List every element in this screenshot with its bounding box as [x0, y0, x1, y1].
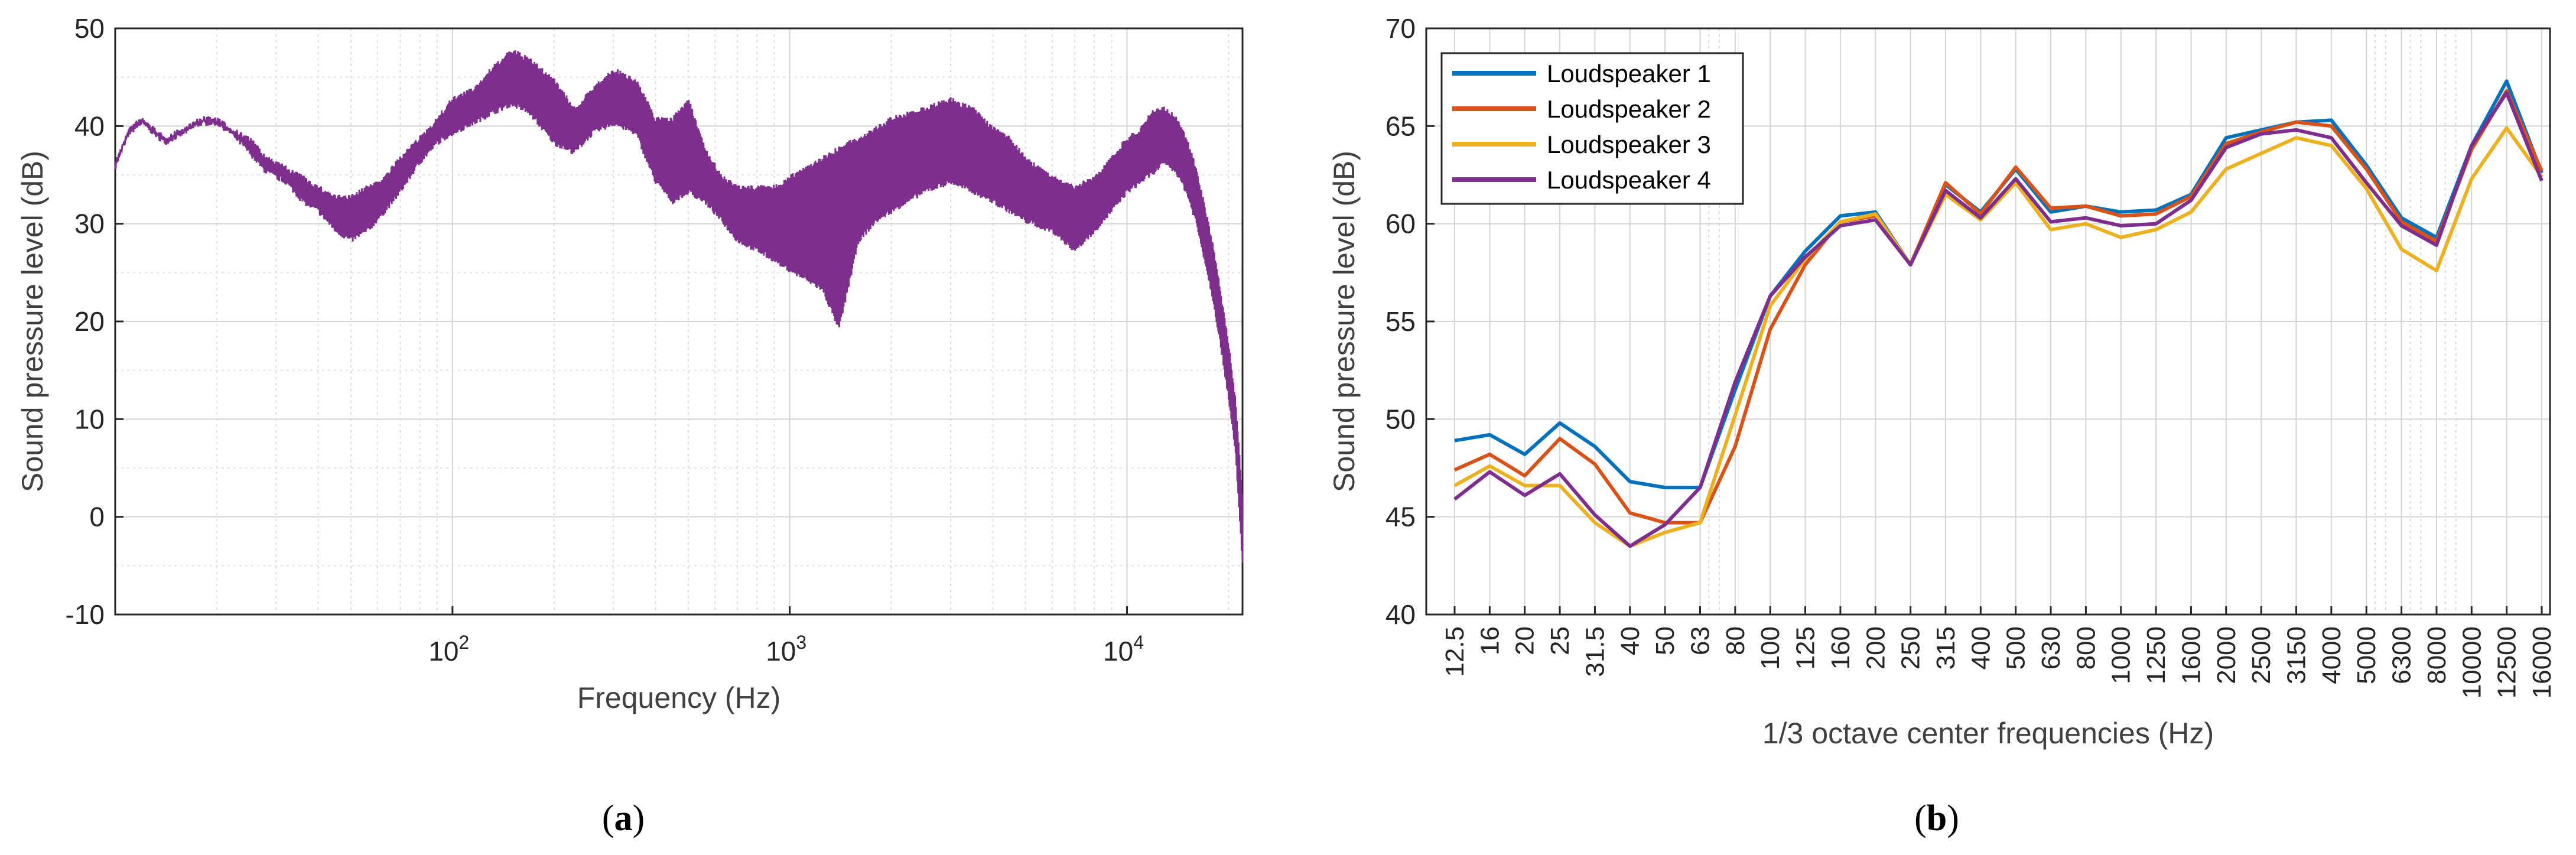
x-tick-label: 2000: [2212, 626, 2241, 684]
x-tick-label: 31.5: [1580, 626, 1609, 677]
chart-b-x-axis-label: 1/3 octave center frequencies (Hz): [1762, 717, 2214, 750]
x-tick-label: 1600: [2177, 626, 2206, 684]
legend-label-1: Loudspeaker 1: [1547, 60, 1711, 87]
x-tick-label: 40: [1616, 626, 1645, 655]
y-tick-label: 60: [1385, 209, 1416, 239]
x-tick-label: 1000: [2107, 626, 2136, 684]
y-tick-label: 20: [74, 306, 105, 337]
y-tick-label: 50: [1385, 404, 1416, 434]
x-tick-label: 25: [1546, 626, 1575, 655]
x-tick-label: 50: [1651, 626, 1680, 655]
x-tick-label: 1250: [2142, 626, 2171, 684]
x-tick-label: 63: [1686, 626, 1715, 655]
legend-label-3: Loudspeaker 3: [1547, 131, 1711, 158]
x-tick-label: 125: [1791, 626, 1820, 669]
y-tick-label: 40: [1385, 599, 1416, 630]
y-tick-label: -10: [66, 599, 105, 630]
x-tick-label: 16000: [2528, 626, 2557, 698]
x-tick-label: 200: [1861, 626, 1890, 669]
chart-a-x-axis-label: Frequency (Hz): [577, 681, 781, 714]
x-tick-label: 3150: [2282, 626, 2311, 684]
x-tick-label: 400: [1966, 626, 1995, 669]
x-tick-label: 2500: [2247, 626, 2276, 684]
chart-b-legend: Loudspeaker 1 Loudspeaker 2 Loudspeaker 3 L…: [1440, 52, 1744, 205]
x-tick-label: 80: [1721, 626, 1750, 655]
x-tick-label: 100: [1756, 626, 1785, 669]
chart-a-y-ticks: -10 0 10 20 30 40 50: [66, 13, 123, 630]
y-tick-label: 0: [89, 502, 105, 532]
chart-b-panel-label: (b): [1914, 798, 1959, 838]
x-tick-label: 12500: [2493, 626, 2522, 698]
x-tick-label: 630: [2037, 626, 2066, 669]
y-tick-label: 70: [1385, 13, 1416, 44]
x-tick-label: 12.5: [1440, 626, 1469, 677]
chart-a-y-axis-label: Sound pressure level (dB): [16, 151, 49, 492]
series-line-2: [1453, 89, 2544, 525]
x-tick-label: 8000: [2422, 626, 2451, 684]
x-tick-label: 4000: [2317, 626, 2346, 684]
x-tick-label: 800: [2071, 626, 2100, 669]
y-tick-label: 40: [74, 110, 105, 141]
y-tick-label: 45: [1385, 502, 1416, 532]
series-line-4: [1453, 91, 2544, 548]
x-tick-label: 315: [1931, 626, 1960, 669]
y-tick-label: 10: [74, 404, 105, 434]
chart-b-x-ticks: 12.5 16 20 25 31.5 40 50 63 80 100 125 160 200 250 315…: [1440, 606, 2557, 698]
legend-label-4: Loudspeaker 4: [1547, 166, 1711, 194]
x-tick-label: 5000: [2352, 626, 2381, 684]
x-tick-label: 250: [1897, 626, 1926, 669]
x-tick-label: 500: [2002, 626, 2031, 669]
legend-label-2: Loudspeaker 2: [1547, 95, 1711, 123]
x-tick-label: 104: [1103, 632, 1144, 667]
x-tick-label: 6300: [2388, 626, 2416, 684]
chart-a-panel-label: (a): [602, 798, 645, 838]
x-tick-label: 160: [1826, 626, 1855, 669]
x-tick-label: 16: [1475, 626, 1504, 655]
y-tick-label: 30: [74, 209, 105, 239]
y-tick-label: 65: [1385, 110, 1416, 141]
chart-b-y-ticks: 40 45 50 55 60 65 70: [1385, 13, 1435, 630]
x-tick-label: 10000: [2457, 626, 2486, 698]
chart-b-series: [1453, 79, 2544, 548]
chart-b-y-axis-label: Sound pressure level (dB): [1328, 151, 1361, 492]
chart-a-x-ticks: 102 103 104: [428, 606, 1144, 667]
chart-a-response-band: [114, 50, 1244, 563]
x-tick-label: 20: [1511, 626, 1540, 655]
y-tick-label: 55: [1385, 306, 1416, 337]
x-tick-label: 103: [766, 632, 806, 667]
x-tick-label: 102: [428, 632, 469, 667]
y-tick-label: 50: [74, 13, 105, 44]
